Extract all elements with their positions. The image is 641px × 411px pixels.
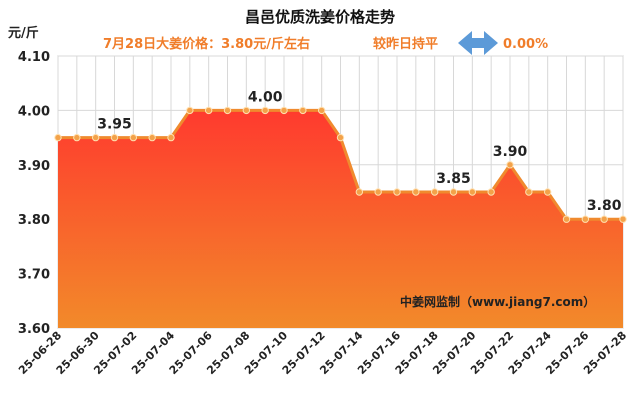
y-tick-label: 4.10 bbox=[18, 50, 50, 65]
y-tick-label: 3.90 bbox=[18, 159, 50, 174]
data-label: 3.90 bbox=[493, 144, 528, 160]
y-tick-label: 3.60 bbox=[18, 322, 50, 337]
data-point bbox=[487, 188, 495, 196]
x-axis-ticks: 25-06-2825-06-3025-07-0225-07-0425-07-06… bbox=[16, 329, 629, 377]
data-point bbox=[506, 161, 514, 169]
y-tick-label: 3.70 bbox=[18, 268, 50, 283]
data-point bbox=[280, 106, 288, 115]
data-point bbox=[223, 106, 232, 115]
data-point bbox=[167, 133, 175, 142]
data-point bbox=[581, 215, 590, 223]
watermark: 中姜网监制（www.jiang7.com） bbox=[400, 294, 595, 309]
area-series bbox=[58, 110, 623, 329]
data-point bbox=[543, 188, 552, 196]
data-point bbox=[393, 188, 401, 196]
data-point bbox=[54, 133, 62, 142]
change-percent: 0.00% bbox=[503, 37, 548, 52]
data-point bbox=[430, 188, 439, 196]
price-note: 7月28日大姜价格：3.80元/斤左右 bbox=[103, 36, 310, 52]
y-axis-ticks: 3.60 3.70 3.80 3.90 4.00 4.10 bbox=[18, 50, 50, 337]
y-axis-label: 元/斤 bbox=[8, 25, 39, 41]
compare-label: 较昨日持平 bbox=[373, 36, 438, 52]
data-point bbox=[562, 215, 571, 223]
data-label: 3.85 bbox=[436, 171, 471, 187]
data-point bbox=[336, 133, 345, 142]
data-point bbox=[242, 106, 251, 115]
data-point bbox=[317, 106, 326, 115]
data-point bbox=[412, 188, 420, 196]
point-markers bbox=[54, 106, 627, 223]
data-point bbox=[186, 106, 194, 115]
data-point bbox=[129, 133, 138, 142]
data-labels: 3.95 4.00 3.85 3.90 3.80 bbox=[97, 89, 621, 214]
data-point bbox=[299, 106, 307, 115]
data-point bbox=[374, 188, 382, 196]
double-arrow-icon bbox=[458, 31, 498, 55]
data-point bbox=[73, 133, 81, 142]
data-point bbox=[449, 188, 458, 196]
data-point bbox=[91, 133, 100, 142]
data-point bbox=[619, 215, 627, 223]
chart-title: 昌邑优质洗姜价格走势 bbox=[245, 8, 395, 26]
data-label: 3.80 bbox=[587, 198, 622, 214]
data-point bbox=[355, 188, 364, 196]
data-point bbox=[110, 133, 119, 142]
y-tick-label: 4.00 bbox=[18, 104, 50, 119]
data-point bbox=[148, 133, 156, 142]
data-point bbox=[525, 188, 533, 196]
y-tick-label: 3.80 bbox=[18, 213, 50, 228]
data-label: 3.95 bbox=[97, 117, 132, 133]
price-area bbox=[58, 110, 623, 329]
data-point bbox=[468, 188, 477, 196]
data-point bbox=[204, 106, 213, 115]
data-point bbox=[261, 106, 269, 115]
data-point bbox=[600, 215, 608, 223]
data-label: 4.00 bbox=[248, 89, 283, 105]
